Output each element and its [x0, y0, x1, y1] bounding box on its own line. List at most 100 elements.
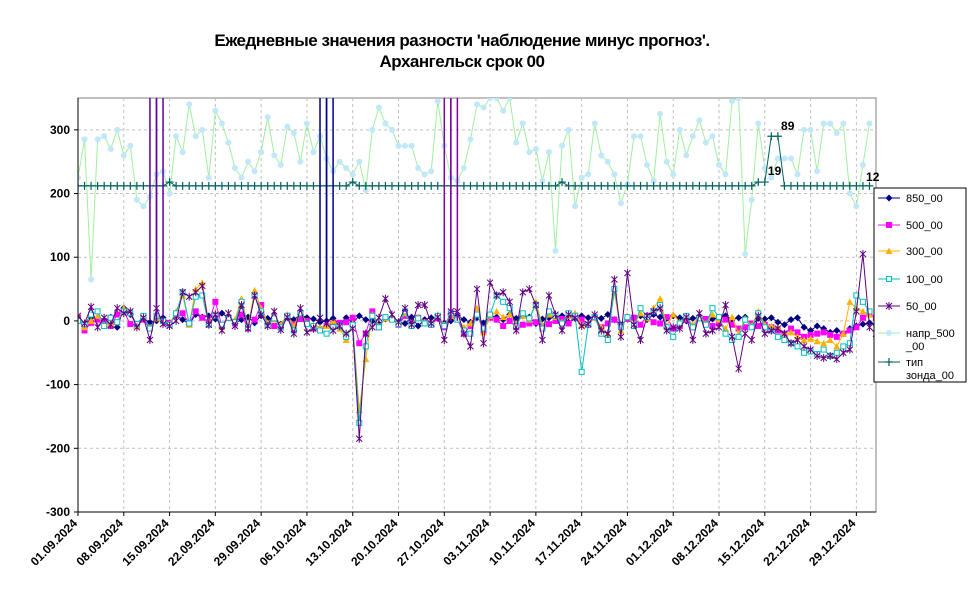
data-point	[342, 181, 351, 190]
data-point	[126, 307, 134, 316]
data-point	[826, 336, 834, 344]
data-point	[715, 323, 723, 332]
data-point	[539, 336, 546, 345]
data-point	[355, 312, 363, 320]
data-point	[702, 139, 709, 146]
data-point	[101, 323, 108, 330]
data-point	[114, 319, 121, 326]
data-point	[859, 320, 867, 328]
data-point	[277, 325, 285, 334]
data-point	[500, 323, 507, 330]
data-point	[317, 327, 324, 334]
data-point	[702, 321, 709, 328]
data-point	[526, 149, 533, 156]
data-point	[290, 130, 297, 137]
x-tick-label: 17.11.2024	[532, 516, 584, 568]
data-point	[179, 316, 187, 324]
data-point	[748, 196, 755, 203]
data-point	[113, 304, 121, 313]
legend-marker	[885, 194, 893, 202]
annotation-label: 89	[781, 119, 795, 133]
data-point	[578, 316, 585, 323]
data-point	[807, 331, 814, 338]
data-point	[179, 310, 186, 317]
data-point	[94, 316, 101, 323]
data-point	[519, 321, 526, 328]
data-point	[186, 101, 193, 108]
data-point	[356, 158, 363, 165]
data-point	[421, 301, 429, 309]
data-point	[120, 152, 127, 159]
data-point	[827, 331, 834, 338]
data-point	[663, 314, 670, 321]
data-point	[656, 295, 664, 302]
data-point	[107, 145, 114, 152]
data-point	[441, 323, 448, 330]
data-point	[853, 203, 860, 210]
data-point	[578, 174, 585, 181]
data-point	[833, 355, 841, 364]
x-tick-label: 27.10.2024	[394, 516, 447, 569]
data-point	[493, 98, 500, 101]
data-point	[742, 316, 749, 323]
data-point	[781, 155, 788, 162]
data-point	[669, 311, 677, 318]
data-point	[127, 142, 134, 149]
data-point	[722, 171, 729, 178]
data-point	[572, 203, 579, 210]
data-point	[578, 368, 585, 375]
data-point	[94, 323, 101, 332]
x-tick-label: 06.10.2024	[257, 516, 310, 569]
data-point	[179, 149, 186, 156]
data-point	[709, 133, 716, 140]
legend-label: 850_00	[906, 193, 943, 205]
data-point	[349, 324, 357, 333]
data-point	[283, 313, 291, 322]
data-point	[460, 329, 468, 338]
data-point	[460, 165, 467, 172]
data-point	[839, 330, 847, 337]
data-point	[401, 319, 409, 327]
data-point	[212, 310, 219, 319]
x-tick-label: 29.09.2024	[211, 516, 264, 569]
data-point	[78, 174, 81, 181]
data-point	[271, 323, 278, 330]
data-point	[800, 336, 808, 344]
data-point	[107, 320, 115, 329]
data-point	[480, 325, 487, 332]
data-point	[839, 348, 847, 357]
data-point	[611, 275, 618, 284]
data-point	[689, 324, 696, 331]
data-point	[794, 171, 801, 178]
legend-label: 50_00	[906, 301, 937, 313]
data-point	[780, 321, 788, 329]
data-point	[133, 196, 140, 203]
data-point	[297, 316, 304, 323]
data-point	[801, 349, 808, 356]
legend-marker	[885, 302, 893, 310]
data-point	[545, 321, 552, 328]
data-point	[565, 126, 572, 133]
data-point	[735, 98, 742, 101]
data-point	[356, 340, 363, 347]
data-point	[650, 319, 657, 326]
data-point	[865, 181, 874, 190]
data-point	[473, 285, 481, 294]
data-point	[310, 149, 317, 156]
data-point	[309, 315, 317, 323]
data-point	[657, 320, 664, 327]
x-tick-label: 01.12.2024	[623, 516, 676, 569]
data-point	[199, 292, 206, 299]
data-point	[526, 315, 533, 322]
data-point	[251, 291, 258, 300]
data-point	[676, 126, 683, 133]
data-point	[297, 304, 304, 313]
data-point	[630, 320, 638, 329]
legend-label-cont: зонда_00	[906, 370, 954, 382]
plot-area	[78, 98, 876, 443]
data-point	[617, 200, 624, 207]
data-point	[218, 120, 225, 127]
data-point	[833, 342, 841, 350]
data-point	[251, 168, 258, 175]
data-point	[650, 307, 657, 316]
